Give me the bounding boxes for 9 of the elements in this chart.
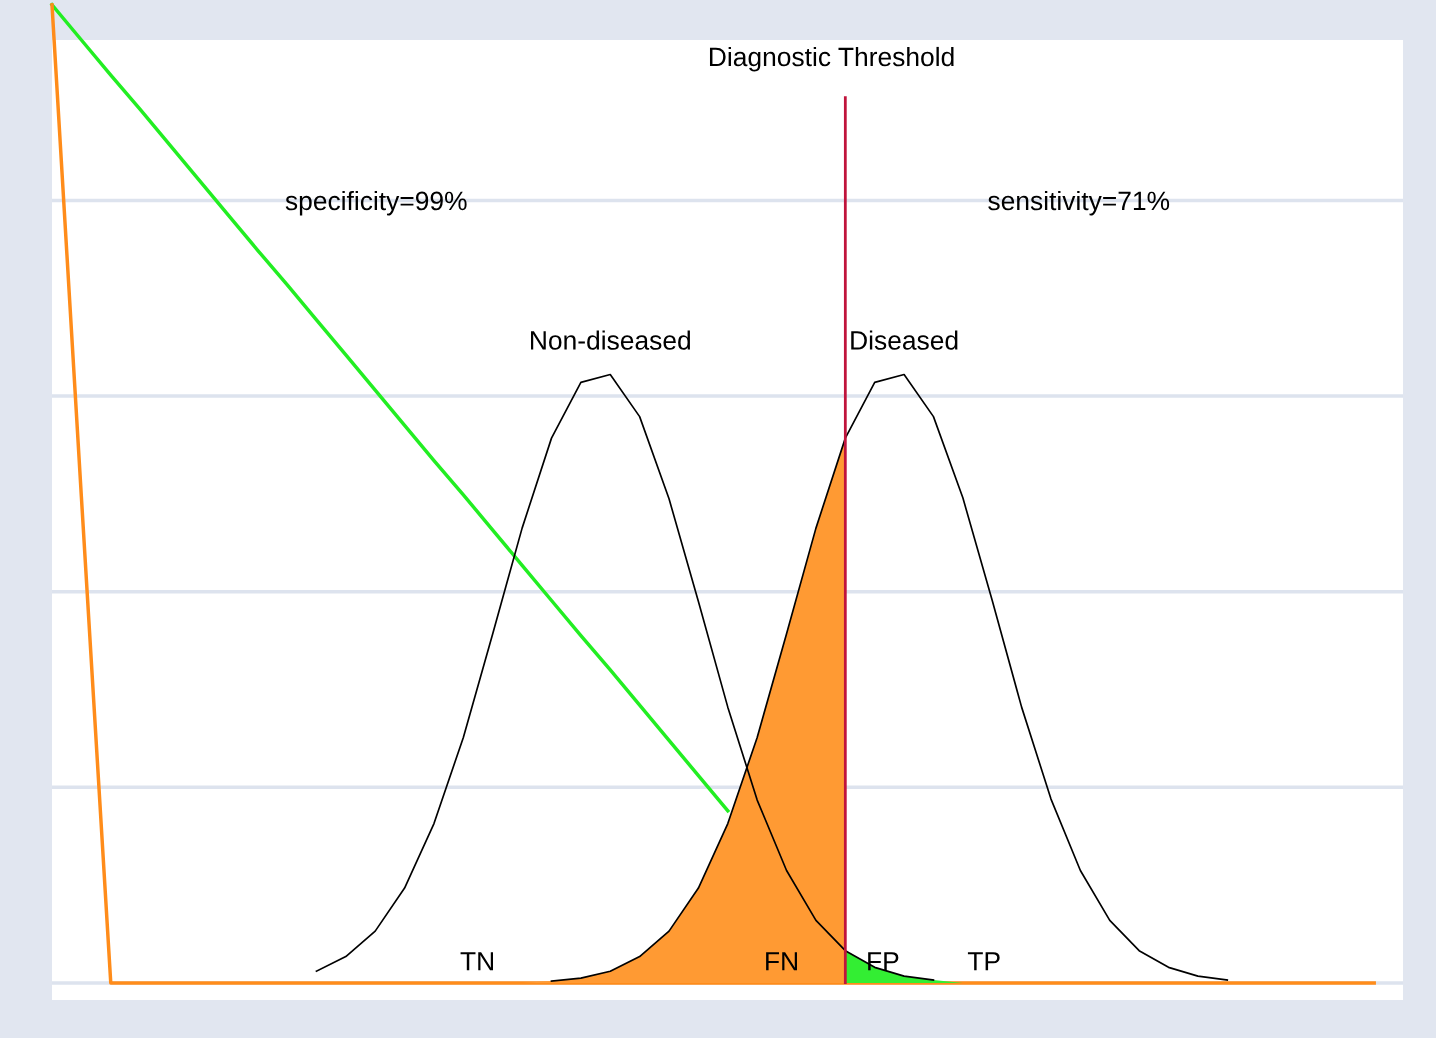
annotation: Diagnostic Threshold (709, 46, 954, 72)
annotation: TP (967, 952, 1000, 971)
annotation: FN (766, 952, 797, 971)
annotation: TN (460, 952, 493, 971)
annotation: sensitivity=71% (988, 190, 1170, 216)
annotation: specificity=99% (285, 190, 467, 216)
series-label: Non-diseased (531, 330, 690, 350)
annotation: FP (868, 952, 899, 971)
series-label: Diseased (851, 330, 958, 350)
